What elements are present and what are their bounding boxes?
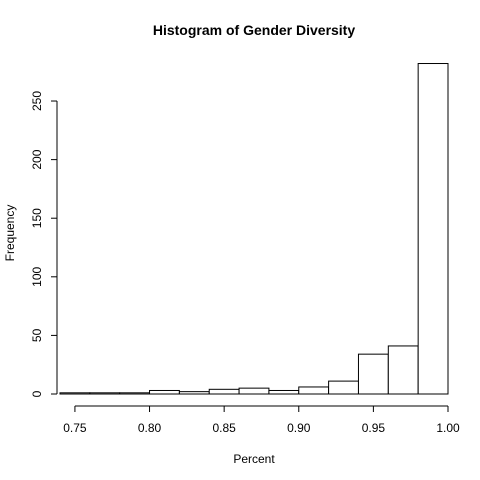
x-tick-label: 0.80: [138, 421, 162, 435]
histogram-bar: [119, 392, 151, 395]
bars-group: [59, 63, 449, 395]
x-tick-label: 0.75: [63, 421, 87, 435]
y-tick-label: 200: [30, 149, 44, 169]
x-tick-label: 0.95: [362, 421, 386, 435]
y-axis-label: Frequency: [3, 205, 17, 262]
histogram-bar: [328, 380, 359, 395]
histogram-bar: [238, 387, 270, 395]
histogram-bar: [298, 386, 330, 395]
histogram-bar: [268, 389, 300, 395]
histogram-bar: [178, 391, 210, 395]
x-tick-label: 0.90: [287, 421, 311, 435]
histogram-bar: [208, 388, 240, 395]
x-tick-label: 1.00: [436, 421, 460, 435]
chart-title: Histogram of Gender Diversity: [153, 22, 355, 38]
histogram-bar: [89, 392, 121, 395]
y-axis: 0 50 100 150 200 250: [30, 91, 58, 397]
y-tick-label: 100: [30, 266, 44, 286]
y-tick-label: 250: [30, 91, 44, 111]
y-tick-label: 150: [30, 208, 44, 228]
histogram-bar: [149, 389, 180, 395]
x-axis: 0.75 0.80 0.85 0.90 0.95 1.00: [63, 405, 460, 435]
x-tick-label: 0.85: [212, 421, 236, 435]
histogram-bar: [357, 353, 389, 395]
y-tick-label: 50: [30, 328, 44, 342]
x-axis-label: Percent: [233, 452, 275, 466]
y-tick-label: 0: [30, 390, 44, 397]
histogram-bar: [387, 345, 419, 395]
histogram-bar: [417, 63, 449, 395]
histogram-bar: [59, 392, 91, 395]
